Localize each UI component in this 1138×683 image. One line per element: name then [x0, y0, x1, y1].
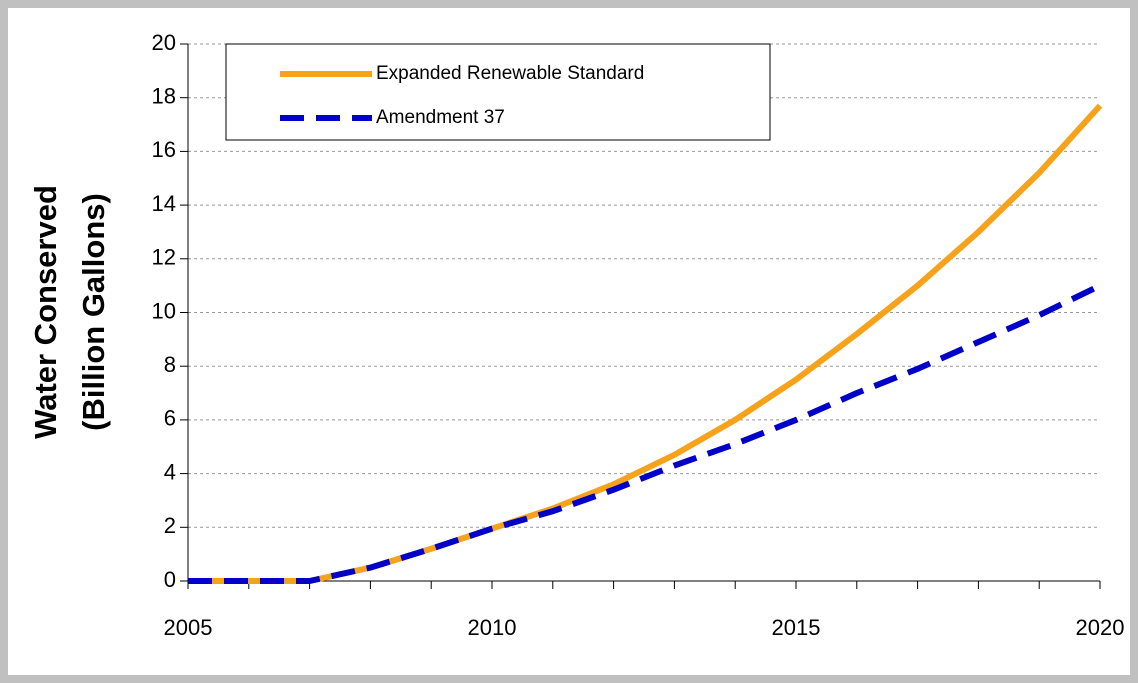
y-axis-title: (Billion Gallons) [76, 193, 111, 431]
legend-label: Amendment 37 [376, 107, 505, 128]
y-tick-label: 2 [164, 513, 176, 538]
y-tick-label: 16 [152, 137, 176, 162]
y-tick-label: 18 [152, 84, 176, 109]
y-tick-label: 14 [152, 191, 176, 216]
y-tick-label: 6 [164, 406, 176, 431]
y-tick-label: 4 [164, 459, 176, 484]
x-tick-label: 2010 [468, 615, 517, 640]
legend-box [225, 43, 771, 141]
y-tick-label: 12 [152, 245, 176, 270]
x-tick-label: 2015 [772, 615, 821, 640]
y-tick-label: 0 [164, 567, 176, 592]
legend-label: Expanded Renewable Standard [376, 63, 644, 84]
y-tick-label: 10 [152, 298, 176, 323]
y-axis-title: Water Conserved [28, 185, 63, 439]
x-tick-label: 2020 [1076, 615, 1125, 640]
x-tick-label: 2005 [164, 615, 213, 640]
y-tick-label: 20 [152, 30, 176, 55]
y-tick-label: 8 [164, 352, 176, 377]
data-line [188, 282, 1102, 584]
